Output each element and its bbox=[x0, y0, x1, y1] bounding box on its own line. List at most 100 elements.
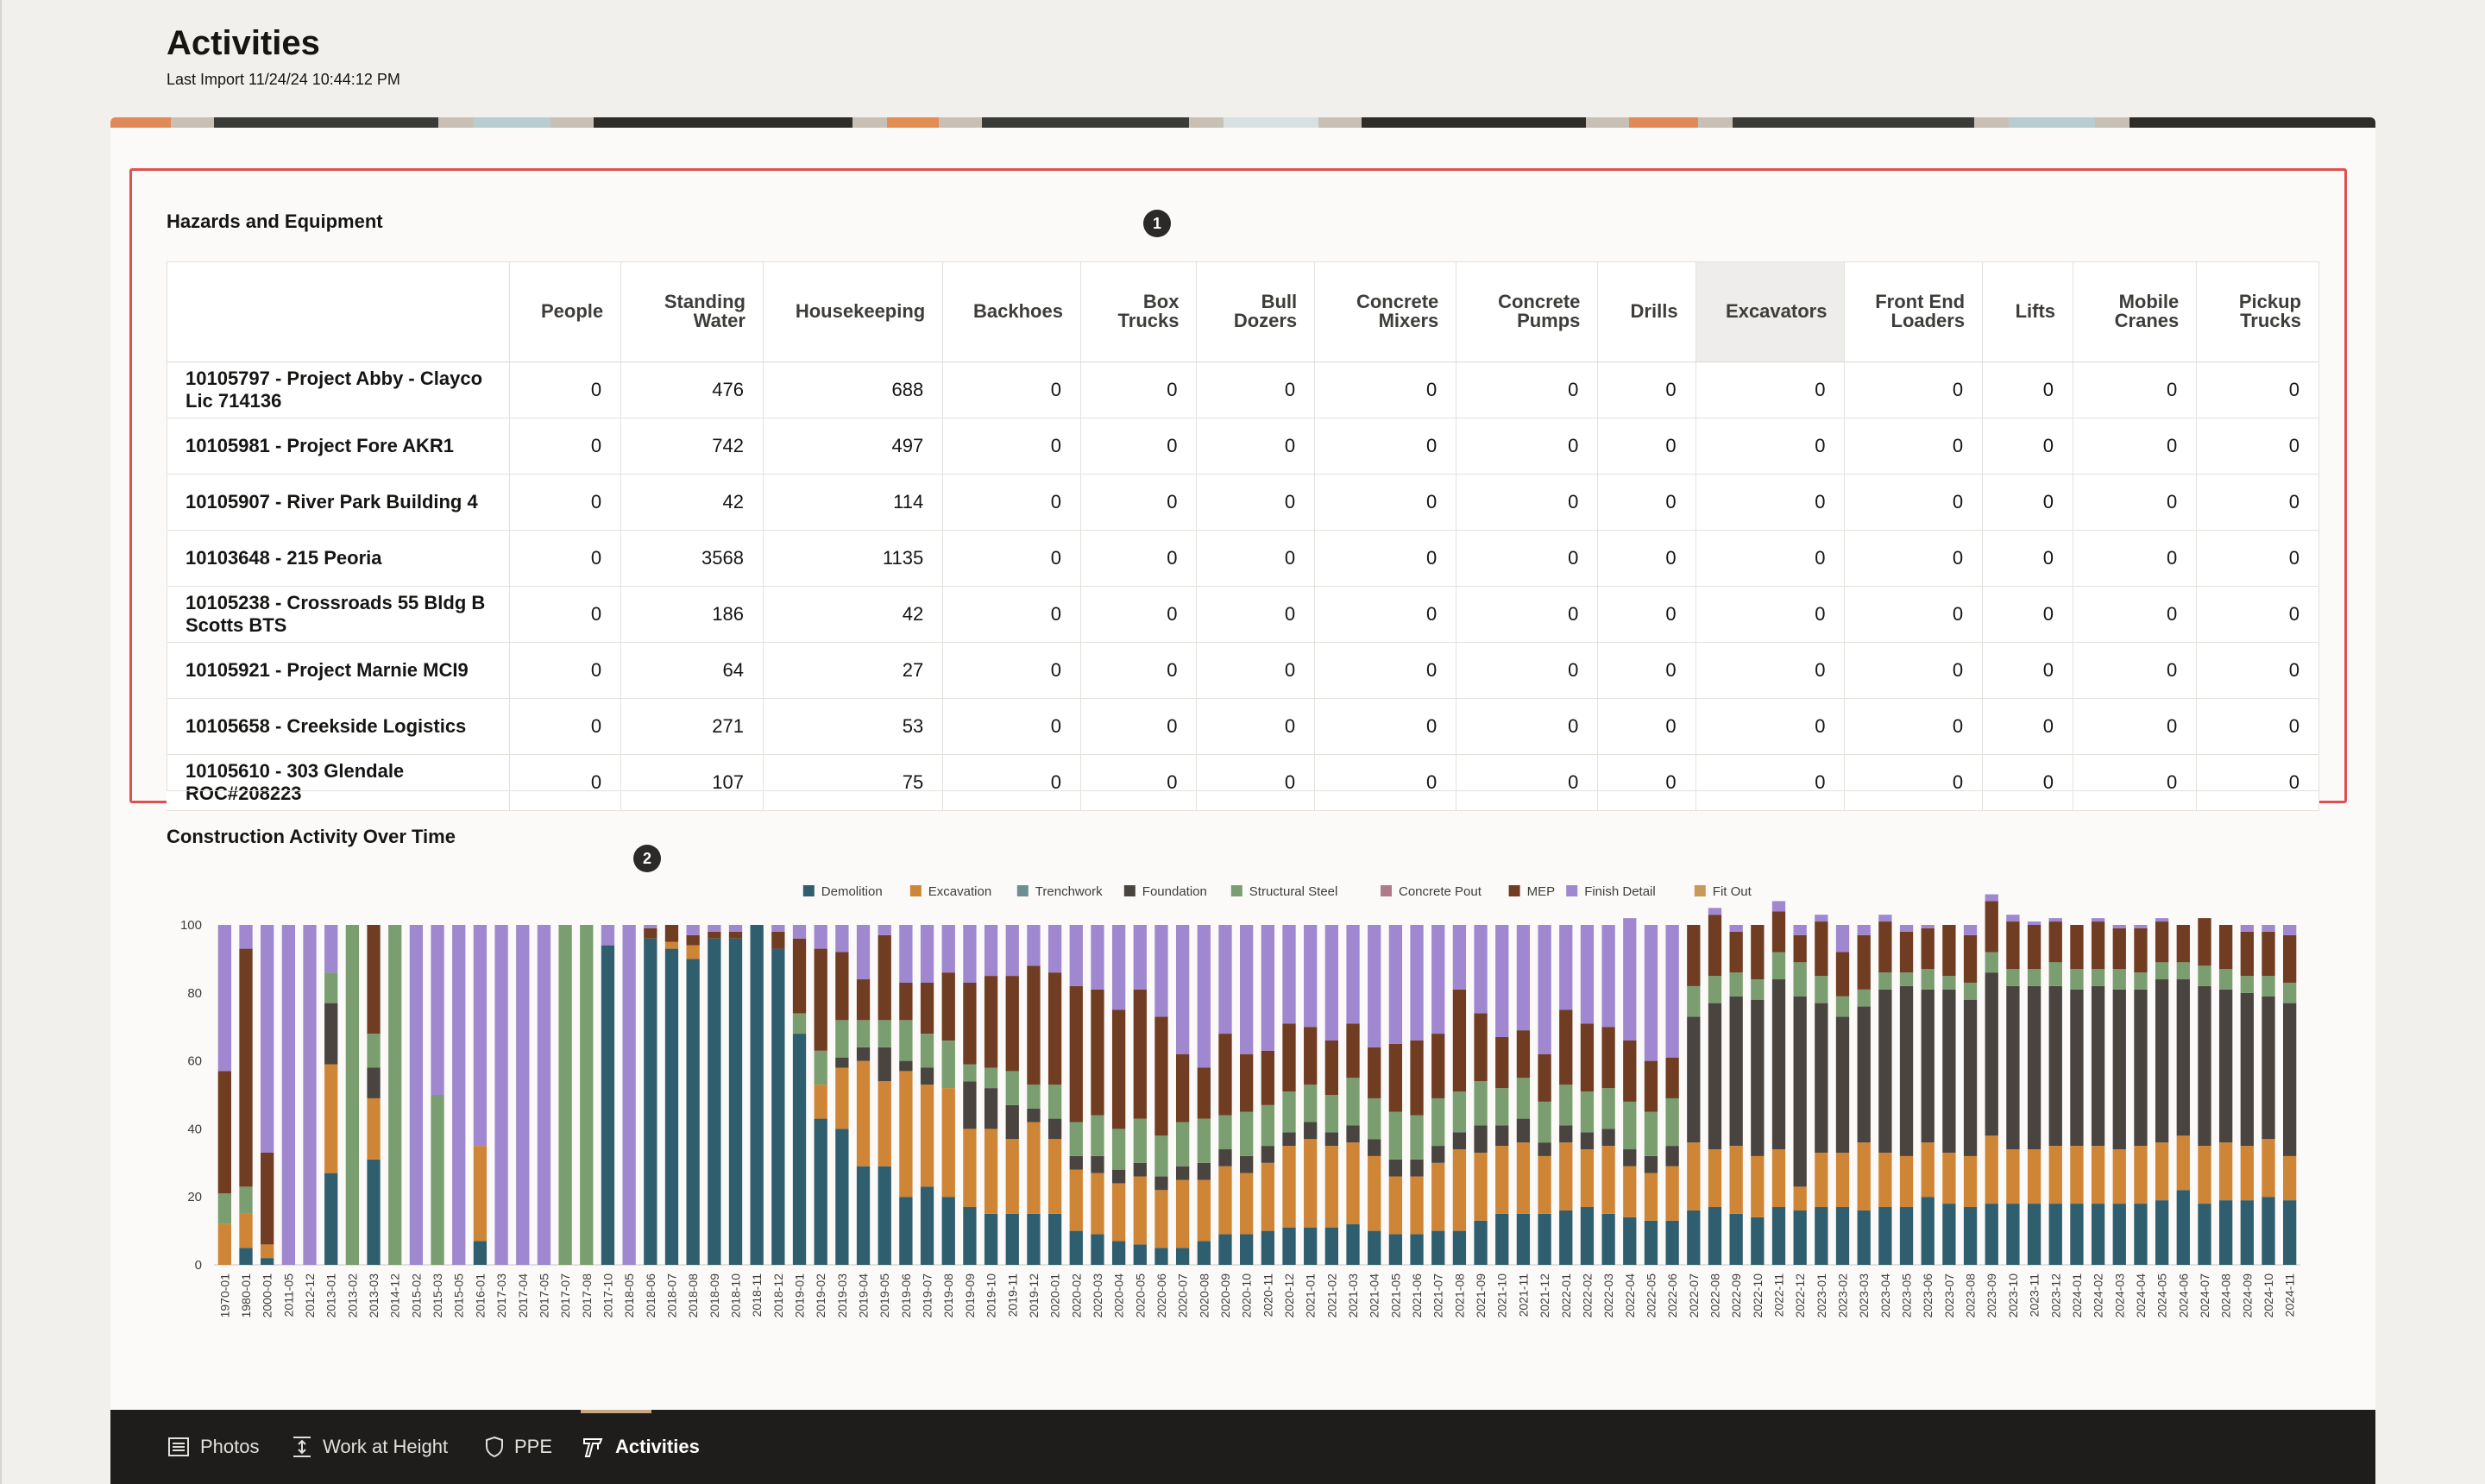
tab-ppe[interactable]: PPE bbox=[485, 1410, 552, 1484]
bar-segment bbox=[1133, 989, 1147, 1119]
bar-segment bbox=[1005, 1104, 1019, 1140]
bar-segment bbox=[1985, 952, 1998, 973]
table-row[interactable]: 10105658 - Creekside Logistics 0 271 53 0 0 0 0… bbox=[167, 698, 2319, 755]
column-header[interactable]: Front End Loaders bbox=[1844, 261, 1984, 362]
value-cell: 0 bbox=[942, 530, 1081, 587]
bar-segment bbox=[2240, 925, 2254, 932]
tab-activities[interactable]: Activities bbox=[581, 1410, 700, 1484]
bar-segment bbox=[345, 925, 360, 1265]
table-row[interactable]: 10105238 - Crossroads 55 Bldg B Scotts B… bbox=[167, 586, 2319, 643]
column-header[interactable]: Concrete Pumps bbox=[1456, 261, 1599, 362]
bar-segment bbox=[2006, 985, 2020, 1150]
table-row[interactable]: 10105610 - 303 Glendale ROC#208223 0 107 75… bbox=[167, 754, 2319, 811]
bar-segment bbox=[1431, 1162, 1445, 1231]
bar-segment bbox=[1154, 1248, 1168, 1265]
value-cell: 3568 bbox=[620, 530, 764, 587]
bar-segment bbox=[1240, 1111, 1254, 1156]
column-header[interactable]: Bull Dozers bbox=[1196, 261, 1316, 362]
bar-segment bbox=[2134, 972, 2148, 990]
bar-segment bbox=[303, 925, 317, 1265]
bar-segment bbox=[1580, 1023, 1595, 1092]
bar-segment bbox=[1452, 1230, 1467, 1265]
bar-segment bbox=[1665, 1057, 1679, 1098]
bar-segment bbox=[1091, 1115, 1104, 1156]
bar-segment bbox=[388, 925, 402, 1265]
bar-segment bbox=[324, 972, 338, 1003]
bar-segment bbox=[1452, 925, 1467, 990]
table-row[interactable]: 10105921 - Project Marnie MCI9 0 64 27 0 0 0 0 0… bbox=[167, 642, 2319, 699]
table-row[interactable]: 10105981 - Project Fore AKR1 0 742 497 0 0 0 0 0… bbox=[167, 418, 2319, 475]
value-cell: 0 bbox=[1456, 698, 1599, 755]
bar-segment bbox=[1005, 1139, 1019, 1214]
value-cell: 0 bbox=[1695, 362, 1846, 418]
bar-segment bbox=[835, 1020, 849, 1058]
bar-segment bbox=[1580, 1132, 1595, 1150]
table-row[interactable]: 10105907 - River Park Building 4 0 42 114 0 0… bbox=[167, 474, 2319, 531]
bar-segment bbox=[1324, 925, 1339, 1041]
bar-segment bbox=[2155, 979, 2169, 1143]
legend-swatch bbox=[1123, 885, 1136, 896]
column-header[interactable]: Box Trucks bbox=[1080, 261, 1198, 362]
x-tick-label: 2012-12 bbox=[303, 1273, 317, 1318]
x-tick-label: 2024-02 bbox=[2092, 1273, 2105, 1318]
bar-segment bbox=[2176, 1135, 2190, 1191]
value-cell: 0 bbox=[942, 474, 1081, 531]
bar-segment bbox=[1516, 925, 1531, 1031]
value-cell: 0 bbox=[1695, 418, 1846, 475]
bar-segment bbox=[1793, 925, 1807, 935]
x-tick-label: 2023-06 bbox=[1921, 1273, 1935, 1318]
column-header[interactable]: Backhoes bbox=[942, 261, 1081, 362]
table-row[interactable]: 10103648 - 215 Peoria 0 3568 1135 0 0 0 0 0 0 0 0 0 0… bbox=[167, 530, 2319, 587]
bar-segment bbox=[1601, 1146, 1615, 1214]
bar-segment bbox=[1708, 908, 1722, 915]
tab-photos[interactable]: Photos bbox=[167, 1410, 260, 1484]
bar-segment bbox=[2240, 1200, 2254, 1265]
value-cell: 0 bbox=[1196, 362, 1316, 418]
column-header[interactable]: Concrete Mixers bbox=[1314, 261, 1457, 362]
bar-segment bbox=[1771, 979, 1786, 1150]
x-tick-label: 2024-06 bbox=[2176, 1273, 2190, 1318]
column-header[interactable]: Housekeeping bbox=[763, 261, 944, 362]
bar-segment bbox=[1708, 915, 1722, 977]
value-cell: 0 bbox=[2073, 474, 2198, 531]
value-cell: 0 bbox=[2073, 698, 2198, 755]
column-header[interactable]: People bbox=[509, 261, 622, 362]
bar-segment bbox=[1197, 1162, 1211, 1180]
value-cell: 0 bbox=[1314, 586, 1457, 643]
bar-segment bbox=[1091, 925, 1104, 990]
bar-segment bbox=[2091, 918, 2105, 922]
column-header[interactable]: Lifts bbox=[1982, 261, 2074, 362]
column-header[interactable]: Pickup Trucks bbox=[2196, 261, 2319, 362]
bar-segment bbox=[2006, 921, 2020, 970]
bar-segment bbox=[941, 925, 955, 973]
column-header[interactable]: Excavators bbox=[1695, 261, 1846, 362]
bar-segment bbox=[2155, 1200, 2169, 1265]
table-row[interactable]: 10105797 - Project Abby - Clayco Lic 714… bbox=[167, 362, 2319, 418]
x-tick-label: 2022-06 bbox=[1665, 1273, 1679, 1318]
column-header[interactable]: Drills bbox=[1597, 261, 1696, 362]
x-tick-label: 2000-01 bbox=[261, 1273, 274, 1318]
bar-segment bbox=[601, 945, 615, 1265]
tab-work-at-height[interactable]: Work at Height bbox=[292, 1410, 448, 1484]
column-header[interactable]: Mobile Cranes bbox=[2073, 261, 2198, 362]
bar-segment bbox=[771, 925, 785, 932]
bar-segment bbox=[1282, 1091, 1296, 1133]
bar-segment bbox=[1282, 1023, 1296, 1092]
callout-2-badge: 2 bbox=[633, 845, 661, 872]
bar-segment bbox=[728, 931, 743, 939]
bar-segment bbox=[963, 1129, 977, 1208]
x-tick-label: 2015-03 bbox=[431, 1273, 444, 1318]
column-header[interactable]: Standing Water bbox=[620, 261, 764, 362]
bar-segment bbox=[1963, 1207, 1978, 1265]
bar-segment bbox=[1495, 1125, 1509, 1147]
x-tick-label: 2020-09 bbox=[1218, 1273, 1232, 1318]
bar-segment bbox=[2112, 928, 2126, 970]
bar-segment bbox=[1751, 979, 1765, 1000]
bar-segment bbox=[1368, 1139, 1381, 1156]
bar-segment bbox=[878, 1081, 891, 1166]
x-tick-label: 2019-12 bbox=[1027, 1273, 1041, 1318]
bar-segment bbox=[1346, 1142, 1360, 1224]
bar-segment bbox=[1005, 1213, 1019, 1265]
value-cell: 0 bbox=[2196, 698, 2319, 755]
value-cell: 0 bbox=[1314, 418, 1457, 475]
